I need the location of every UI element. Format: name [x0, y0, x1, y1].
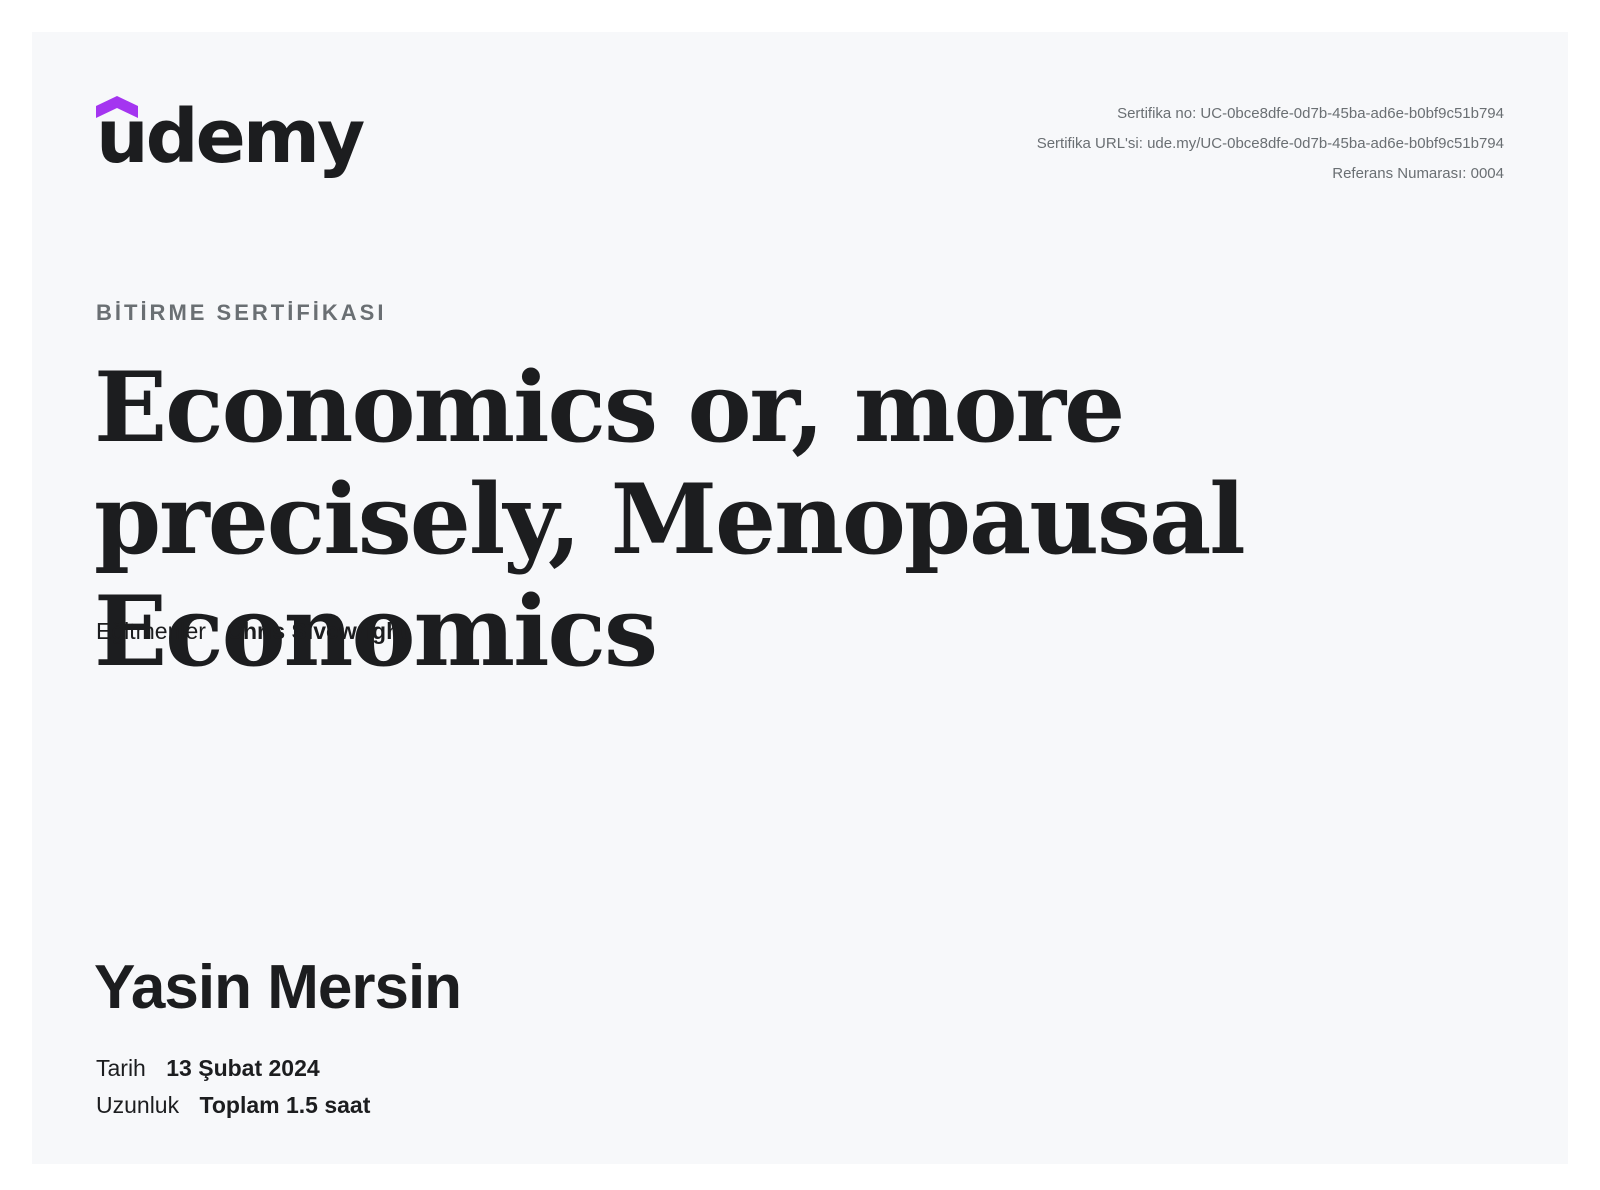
certificate-kicker: BİTİRME SERTİFİKASI	[96, 300, 387, 325]
certificate-card: udemy Sertifika no: UC-0bce8dfe-0d7b-45b…	[32, 32, 1568, 1164]
udemy-logo: udemy	[96, 96, 366, 196]
course-title: Economics or, more precisely, Menopausal…	[94, 351, 1246, 688]
certificate-url: Sertifika URL'si: ude.my/UC-0bce8dfe-0d7…	[1036, 135, 1504, 152]
date-label: Tarih	[96, 1055, 146, 1081]
recipient-name: Yasin Mersin	[94, 953, 462, 1022]
udemy-wordmark: udemy	[96, 94, 365, 180]
instructors-value: Chris Sivewright	[226, 618, 408, 644]
length-row: Uzunluk Toplam 1.5 saat	[96, 1092, 370, 1119]
certificate-number: Sertifika no: UC-0bce8dfe-0d7b-45ba-ad6e…	[1117, 105, 1504, 122]
reference-number: Referans Numarası: 0004	[1332, 165, 1504, 182]
instructors-row: Eğitmenler Chris Sivewright	[96, 618, 408, 645]
length-value: Toplam 1.5 saat	[199, 1092, 371, 1118]
udemy-hat-icon	[96, 96, 138, 118]
instructors-label: Eğitmenler	[96, 618, 206, 644]
date-row: Tarih 13 Şubat 2024	[96, 1055, 320, 1082]
certificate-meta: Sertifika no: UC-0bce8dfe-0d7b-45ba-ad6e…	[1037, 99, 1504, 189]
date-value: 13 Şubat 2024	[166, 1055, 320, 1081]
length-label: Uzunluk	[96, 1092, 180, 1118]
